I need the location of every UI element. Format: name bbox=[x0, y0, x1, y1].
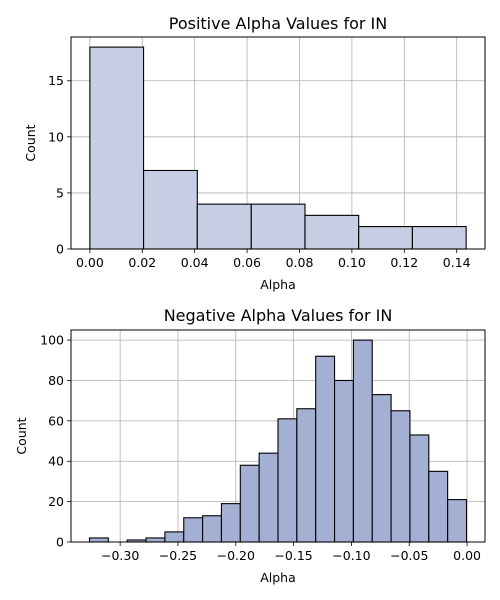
positive-alpha-y-axis-label: Count bbox=[23, 124, 38, 161]
positive-alpha-bar-5 bbox=[358, 226, 413, 250]
positive-alpha-plot-frame bbox=[70, 36, 486, 250]
positive-alpha-chart-title: Positive Alpha Values for IN bbox=[169, 14, 387, 33]
positive-alpha-y-tick-label: 15 bbox=[48, 73, 64, 88]
positive-alpha-y-tick-label: 5 bbox=[56, 185, 64, 200]
negative-alpha-bar-11 bbox=[296, 408, 317, 543]
negative-alpha-bar-4 bbox=[164, 531, 185, 543]
negative-alpha-bar-6 bbox=[202, 515, 223, 543]
negative-alpha-y-tick-label: 80 bbox=[48, 373, 64, 388]
positive-alpha-x-axis-label: Alpha bbox=[260, 277, 296, 292]
positive-alpha-y-tick-label: 0 bbox=[56, 242, 64, 257]
positive-alpha-ticks: 0.00 0.02 0.04 0.06 0.08 0.10 0.12 0.14 0 5 10 15 bbox=[48, 73, 471, 270]
negative-alpha-y-axis-label: Count bbox=[14, 417, 29, 454]
negative-alpha-x-tick-label: −0.10 bbox=[332, 548, 370, 563]
negative-alpha-bar-13 bbox=[333, 379, 354, 543]
negative-alpha-bar-19 bbox=[447, 499, 468, 543]
positive-alpha-x-tick-label: 0.00 bbox=[76, 255, 104, 270]
positive-alpha-bar-6 bbox=[411, 226, 467, 250]
negative-alpha-bar-9 bbox=[258, 452, 279, 543]
negative-alpha-bar-18 bbox=[428, 470, 449, 543]
negative-alpha-bar-12 bbox=[315, 355, 336, 543]
positive-alpha-y-tick-label: 10 bbox=[48, 129, 64, 144]
negative-alpha-chart-title: Negative Alpha Values for IN bbox=[164, 306, 393, 325]
positive-alpha-bar-1 bbox=[143, 169, 198, 250]
negative-alpha-y-tick-label: 100 bbox=[40, 333, 64, 348]
negative-alpha-bar-16 bbox=[390, 410, 411, 543]
negative-alpha-ticks: −0.30 −0.25 −0.20 −0.15 −0.10 −0.05 0.00 0 20 40 6… bbox=[40, 333, 481, 563]
negative-alpha-y-tick-label: 40 bbox=[48, 454, 64, 469]
negative-alpha-plot-frame bbox=[70, 329, 486, 543]
negative-alpha-bar-10 bbox=[277, 418, 298, 543]
positive-alpha-bars bbox=[89, 46, 467, 250]
negative-alpha-x-tick-label: 0.00 bbox=[453, 548, 481, 563]
positive-alpha-x-tick-label: 0.06 bbox=[233, 255, 261, 270]
positive-alpha-x-tick-label: 0.04 bbox=[181, 255, 209, 270]
negative-alpha-x-tick-label: −0.25 bbox=[159, 548, 197, 563]
positive-alpha-x-tick-label: 0.08 bbox=[286, 255, 314, 270]
negative-alpha-bar-17 bbox=[409, 434, 430, 543]
negative-alpha-bar-14 bbox=[352, 339, 373, 543]
negative-alpha-bar-3 bbox=[145, 537, 166, 543]
negative-alpha-bar-5 bbox=[183, 517, 204, 543]
positive-alpha-bar-3 bbox=[250, 203, 306, 250]
negative-alpha-bar-8 bbox=[239, 464, 260, 543]
positive-alpha-x-tick-label: 0.02 bbox=[128, 255, 156, 270]
negative-alpha-bar-0 bbox=[88, 537, 109, 543]
negative-alpha-bar-7 bbox=[220, 503, 241, 543]
positive-alpha-bar-2 bbox=[196, 203, 252, 250]
positive-alpha-x-tick-label: 0.10 bbox=[338, 255, 366, 270]
negative-alpha-x-tick-label: −0.30 bbox=[101, 548, 139, 563]
negative-alpha-bar-15 bbox=[371, 394, 392, 543]
positive-alpha-x-tick-label: 0.14 bbox=[443, 255, 471, 270]
positive-alpha-x-tick-label: 0.12 bbox=[390, 255, 418, 270]
negative-alpha-x-tick-label: −0.05 bbox=[390, 548, 428, 563]
positive-alpha-chart: 0.00 0.02 0.04 0.06 0.08 0.10 0.12 0.14 0 5 10 15 P… bbox=[23, 14, 486, 292]
negative-alpha-y-tick-label: 20 bbox=[48, 494, 64, 509]
negative-alpha-y-tick-label: 0 bbox=[56, 535, 64, 550]
negative-alpha-x-tick-label: −0.15 bbox=[274, 548, 312, 563]
negative-alpha-y-tick-label: 60 bbox=[48, 413, 64, 428]
negative-alpha-x-axis-label: Alpha bbox=[260, 570, 296, 585]
negative-alpha-x-tick-label: −0.20 bbox=[217, 548, 255, 563]
positive-alpha-bar-0 bbox=[89, 46, 145, 250]
negative-alpha-bars bbox=[88, 339, 468, 543]
negative-alpha-chart: −0.30 −0.25 −0.20 −0.15 −0.10 −0.05 0.00 0 20 40 6… bbox=[14, 306, 486, 585]
positive-alpha-bar-4 bbox=[304, 214, 360, 250]
